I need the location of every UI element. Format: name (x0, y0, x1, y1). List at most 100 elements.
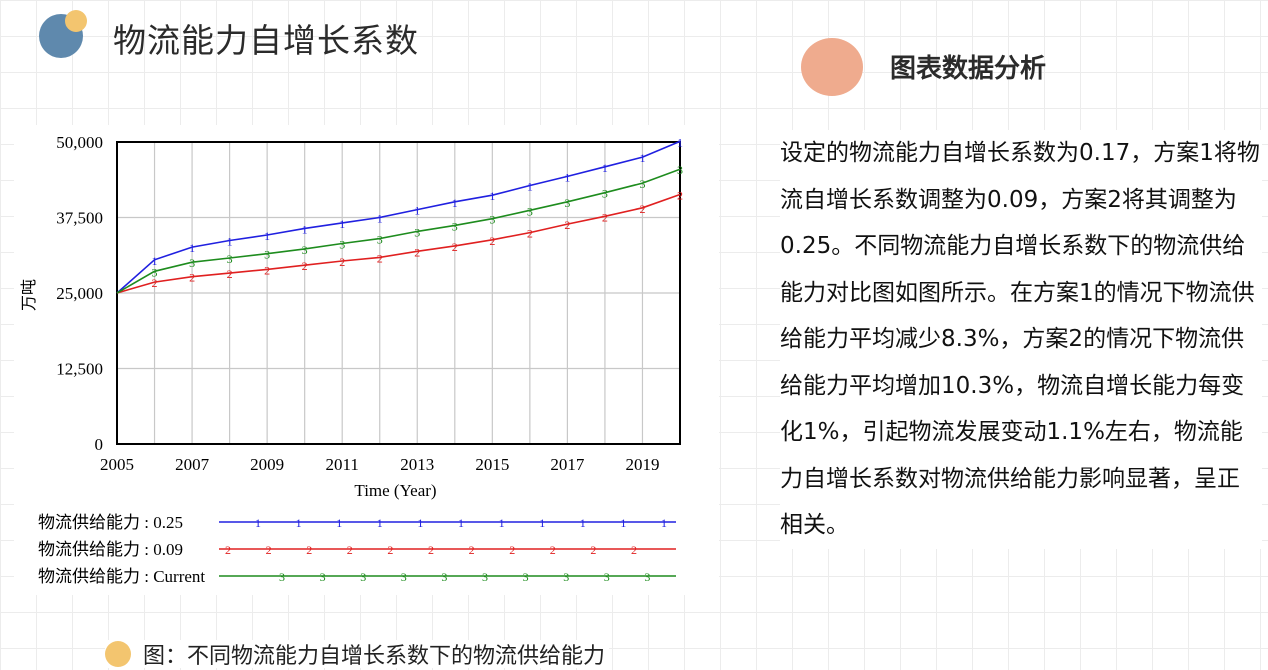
legend-marker-3: 3 (360, 570, 366, 584)
series-marker-3: 3 (564, 196, 570, 210)
legend-marker-2: 2 (590, 543, 596, 557)
series-marker-1: 1 (564, 170, 570, 184)
legend-marker-2: 2 (225, 543, 231, 557)
series-marker-3: 3 (227, 252, 233, 266)
legend-marker-2: 2 (387, 543, 393, 557)
caption-dot-icon (105, 641, 131, 667)
series-marker-1: 1 (302, 222, 308, 236)
legend-marker-3: 3 (401, 570, 407, 584)
y-tick-label: 0 (95, 435, 104, 454)
legend-marker-1: 1 (539, 516, 545, 530)
series-marker-2: 2 (339, 255, 345, 269)
x-tick-label: 2005 (100, 455, 134, 474)
series-marker-2: 2 (639, 202, 645, 216)
y-tick-label: 25,000 (56, 284, 103, 303)
logo-circle-yellow (65, 10, 87, 32)
x-tick-label: 2007 (175, 455, 210, 474)
series-marker-2: 2 (264, 263, 270, 277)
y-tick-label: 37,500 (56, 209, 103, 228)
legend-marker-1: 1 (417, 516, 423, 530)
series-marker-2: 2 (414, 245, 420, 259)
legend-marker-2: 2 (266, 543, 272, 557)
series-marker-3: 3 (527, 204, 533, 218)
analysis-dot-icon (801, 38, 863, 96)
caption-text: 图：不同物流能力自增长系数下的物流供给能力 (143, 644, 606, 669)
series-marker-1: 1 (639, 151, 645, 165)
legend-marker-1: 1 (499, 516, 505, 530)
legend-marker-2: 2 (306, 543, 312, 557)
legend-marker-2: 2 (550, 543, 556, 557)
legend-marker-2: 2 (631, 543, 637, 557)
series-marker-3: 3 (602, 187, 608, 201)
series-marker-3: 3 (152, 265, 158, 279)
legend-marker-1: 1 (296, 516, 302, 530)
series-marker-3: 3 (302, 243, 308, 257)
y-axis-title: 万吨 (19, 279, 38, 311)
series-marker-2: 2 (452, 240, 458, 254)
x-tick-label: 2015 (475, 455, 509, 474)
legend-marker-1: 1 (580, 516, 586, 530)
series-line-3 (116, 168, 681, 294)
legend-label: 物流供给能力 : Current (38, 567, 205, 586)
series-marker-2: 2 (602, 210, 608, 224)
legend-marker-3: 3 (563, 570, 569, 584)
series-marker-3: 3 (377, 233, 383, 247)
series-marker-3: 3 (339, 237, 345, 251)
series-line-2 (116, 193, 681, 294)
series-marker-3: 3 (414, 225, 420, 239)
logo (39, 10, 89, 60)
series-marker-1: 1 (677, 135, 683, 149)
series-marker-2: 2 (189, 271, 195, 285)
legend-label: 物流供给能力 : 0.09 (38, 540, 183, 559)
legend-marker-3: 3 (523, 570, 529, 584)
series-marker-1: 1 (264, 229, 270, 243)
y-tick-label: 50,000 (56, 133, 103, 152)
series-marker-1: 1 (489, 189, 495, 203)
series-marker-3: 3 (489, 213, 495, 227)
line-chart: 0 12,500 25,000 37,500 50,000 2005 2007 2009 201… (19, 133, 683, 586)
legend-marker-1: 1 (458, 516, 464, 530)
series-marker-1: 1 (414, 204, 420, 218)
series-marker-2: 2 (152, 276, 158, 290)
legend-marker-1: 1 (336, 516, 342, 530)
legend-marker-1: 1 (377, 516, 383, 530)
legend-label: 物流供给能力 : 0.25 (38, 513, 183, 532)
series-marker-2: 2 (227, 267, 233, 281)
series-line-1 (116, 140, 681, 294)
analysis-title: 图表数据分析 (890, 54, 1047, 84)
x-tick-label: 2019 (625, 455, 659, 474)
series-marker-3: 3 (264, 248, 270, 262)
series-marker-2: 2 (677, 189, 683, 203)
legend-marker-1: 1 (661, 516, 667, 530)
series-marker-2: 2 (564, 218, 570, 232)
series-marker-2: 2 (527, 227, 533, 241)
x-tick-label: 2017 (550, 455, 585, 474)
legend-marker-2: 2 (509, 543, 515, 557)
series-marker-1: 1 (377, 212, 383, 226)
legend-marker-3: 3 (320, 570, 326, 584)
series-marker-1: 1 (339, 217, 345, 231)
y-tick-label: 12,500 (56, 360, 103, 379)
series-marker-1: 1 (527, 179, 533, 193)
legend-marker-1: 1 (620, 516, 626, 530)
legend-marker-2: 2 (469, 543, 475, 557)
legend-marker-3: 3 (441, 570, 447, 584)
legend-marker-2: 2 (347, 543, 353, 557)
series-marker-1: 1 (602, 161, 608, 175)
legend-marker-3: 3 (644, 570, 650, 584)
series-marker-3: 3 (189, 256, 195, 270)
legend-marker-3: 3 (482, 570, 488, 584)
x-tick-label: 2011 (326, 455, 359, 474)
analysis-text: 设定的物流能力自增长系数为0.17，方案1将物流自增长系数调整为0.09，方案2… (780, 130, 1262, 549)
legend-marker-3: 3 (279, 570, 285, 584)
series-marker-3: 3 (677, 163, 683, 177)
series-marker-2: 2 (489, 234, 495, 248)
page-title: 物流能力自增长系数 (113, 21, 419, 60)
series-marker-1: 1 (152, 254, 158, 268)
series-marker-2: 2 (302, 259, 308, 273)
series-marker-3: 3 (639, 177, 645, 191)
x-tick-label: 2013 (400, 455, 434, 474)
series-marker-1: 1 (227, 234, 233, 248)
chart-panel: 0 12,500 25,000 37,500 50,000 2005 2007 2009 201… (14, 125, 719, 595)
series-marker-1: 1 (452, 196, 458, 210)
